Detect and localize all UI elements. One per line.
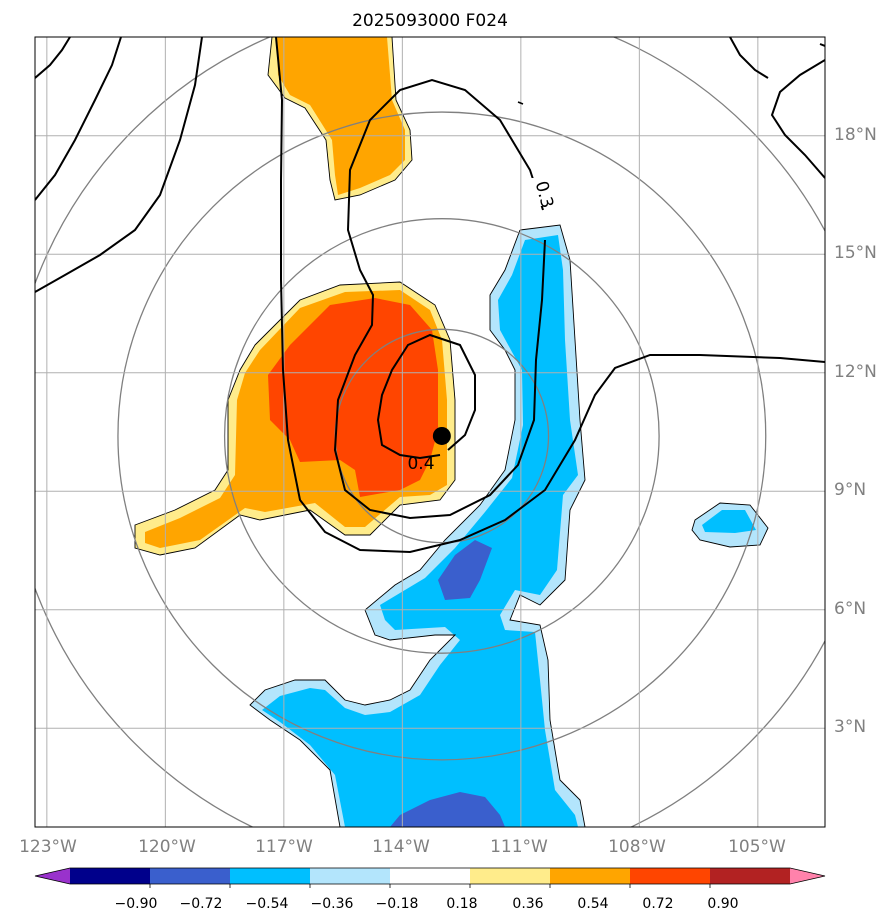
y-tick-label: 18°N xyxy=(834,125,877,145)
colorbar-tick-label: 0.18 xyxy=(446,896,477,912)
x-tick-label: 114°W xyxy=(372,837,430,857)
contour-line-far-1 xyxy=(35,37,203,293)
colorbar-outline xyxy=(34,867,826,885)
colorbar xyxy=(34,867,826,888)
contour-line-tiny xyxy=(517,101,524,105)
positive-anomaly-field xyxy=(135,37,455,555)
x-tick-label: 111°W xyxy=(490,837,548,857)
colorbar-segment xyxy=(70,868,151,884)
colorbar-tick-label: 0.72 xyxy=(642,896,673,912)
colorbar-extend-low xyxy=(35,868,70,884)
graticule xyxy=(35,37,825,827)
colorbar-tick-label: −0.36 xyxy=(311,896,354,912)
range-ring xyxy=(117,111,767,761)
colorbar-segment xyxy=(310,868,391,884)
y-tick-label: 12°N xyxy=(834,362,877,382)
positive-shade-0.54 xyxy=(277,37,405,195)
colorbar-segment xyxy=(150,868,231,884)
y-tick-label: 3°N xyxy=(834,717,866,737)
colorbar-segment xyxy=(630,868,711,884)
x-tick-label: 120°W xyxy=(138,837,196,857)
contour-line-far-2 xyxy=(35,37,122,201)
storm-center-marker xyxy=(432,426,451,445)
x-axis-ticks: 123°W 120°W 117°W 114°W 111°W 108°W 105°… xyxy=(19,837,786,857)
x-tick-label: 105°W xyxy=(728,837,786,857)
contour-label-0.4: 0.4 xyxy=(407,454,434,474)
colorbar-tick-label: −0.90 xyxy=(115,896,158,912)
y-tick-label: 9°N xyxy=(834,480,866,500)
negative-shade-0.54a xyxy=(438,540,492,600)
colorbar-segment xyxy=(470,868,551,884)
x-tick-label: 117°W xyxy=(255,837,313,857)
positive-shade-0.72 xyxy=(268,298,438,497)
contour-line-far-3 xyxy=(35,37,71,79)
y-axis-ticks: 18°N 15°N 12°N 9°N 6°N 3°N xyxy=(834,125,877,737)
x-tick-label: 123°W xyxy=(19,837,77,857)
colorbar-tick-label: −0.18 xyxy=(376,896,419,912)
colorbar-segment xyxy=(390,868,471,884)
colorbar-segment xyxy=(230,868,311,884)
map-area: 0.3 0.4 xyxy=(35,37,825,827)
contour-label-bg xyxy=(530,178,552,206)
colorbar-segment xyxy=(550,868,631,884)
colorbar-extend-high xyxy=(790,868,825,884)
negative-shade-0.36 xyxy=(262,235,578,827)
range-ring xyxy=(223,218,660,654)
contour-line-ne-2 xyxy=(729,37,769,79)
map-frame xyxy=(34,36,826,828)
colorbar-tick-label: 0.54 xyxy=(577,896,608,912)
shade-outlines xyxy=(134,37,769,827)
contour-line-inner xyxy=(376,333,476,460)
contour-line-outer xyxy=(275,37,825,554)
chart-title: 2025093000 F024 xyxy=(352,11,508,31)
y-tick-label: 15°N xyxy=(834,243,877,263)
contour-line-ne-1 xyxy=(770,59,825,179)
range-rings xyxy=(35,37,825,827)
contour-line-0.3 xyxy=(333,78,546,520)
x-tick-label: 108°W xyxy=(608,837,666,857)
colorbar-tick-label: 0.36 xyxy=(512,896,543,912)
colorbar-tick-label: −0.54 xyxy=(246,896,289,912)
colorbar-tick-labels: −0.90 −0.72 −0.54 −0.36 −0.18 0.18 0.36 … xyxy=(115,896,739,912)
negative-anomaly-field xyxy=(250,225,768,827)
colorbar-segment xyxy=(710,868,791,884)
contour-line-ne-3 xyxy=(819,43,825,47)
negative-shade-0.54b xyxy=(390,792,505,827)
colorbar-tick-label: 0.90 xyxy=(707,896,738,912)
negative-shade-small-inner xyxy=(702,510,756,533)
colorbar-tick-label: −0.72 xyxy=(180,896,223,912)
contour-lines xyxy=(35,37,825,554)
y-tick-label: 6°N xyxy=(834,599,866,619)
